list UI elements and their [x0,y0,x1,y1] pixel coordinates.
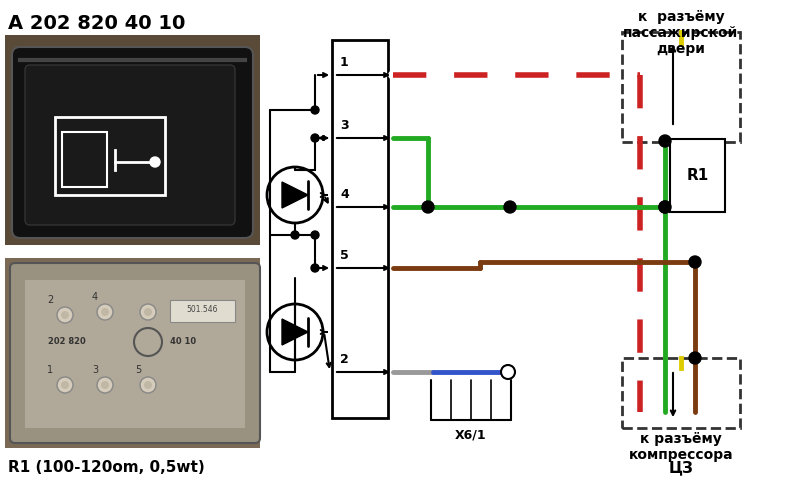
Circle shape [150,157,160,167]
Circle shape [267,167,323,223]
Bar [55,117,165,195]
Circle shape [659,201,671,213]
Circle shape [659,201,671,213]
Circle shape [57,307,73,323]
Text: R1 (100-120om, 0,5wt): R1 (100-120om, 0,5wt) [8,460,205,475]
Bar [622,358,740,428]
FancyBboxPatch shape [10,263,260,443]
Circle shape [101,381,109,389]
Text: 4: 4 [92,292,98,302]
FancyBboxPatch shape [12,47,253,238]
Text: к  разъёму
пассажирской
двери: к разъёму пассажирской двери [623,10,739,56]
Text: 1: 1 [340,56,349,69]
Text: 3: 3 [92,365,98,375]
Circle shape [97,377,113,393]
Circle shape [311,264,319,272]
Bar [170,300,235,322]
Text: 5: 5 [340,249,349,262]
Circle shape [311,106,319,114]
Circle shape [61,311,69,319]
Text: 1: 1 [47,365,53,375]
Bar [622,32,740,142]
Circle shape [422,201,434,213]
Circle shape [311,231,319,239]
Circle shape [659,135,671,147]
FancyBboxPatch shape [25,65,235,225]
Text: к разъёму
компрессора: к разъёму компрессора [629,432,733,462]
Polygon shape [282,182,308,208]
Text: 202 820: 202 820 [48,338,85,346]
Circle shape [267,304,323,360]
Bar [5,35,260,245]
Circle shape [689,256,701,268]
Bar [332,40,388,418]
Circle shape [689,352,701,364]
Bar [670,139,725,212]
Circle shape [97,304,113,320]
Text: R1: R1 [686,168,709,183]
Circle shape [140,304,156,320]
Circle shape [501,365,515,379]
Text: 2: 2 [340,353,349,366]
Text: 3: 3 [340,119,349,132]
Circle shape [140,377,156,393]
Text: 5: 5 [135,365,141,375]
Bar [25,280,245,428]
Circle shape [144,308,152,316]
Polygon shape [282,319,308,345]
Circle shape [504,201,516,213]
Circle shape [311,134,319,142]
Circle shape [101,308,109,316]
Text: 501.546: 501.546 [186,305,218,315]
Circle shape [57,377,73,393]
Text: X6/1: X6/1 [455,428,487,441]
Text: 2: 2 [47,295,53,305]
Text: A 202 820 40 10: A 202 820 40 10 [8,14,185,33]
Bar [62,132,107,187]
Text: ЦЗ: ЦЗ [669,460,693,475]
Bar [5,258,260,448]
Text: 4: 4 [340,188,349,201]
Circle shape [61,381,69,389]
Text: 40 10: 40 10 [170,338,196,346]
Circle shape [291,231,299,239]
Circle shape [144,381,152,389]
